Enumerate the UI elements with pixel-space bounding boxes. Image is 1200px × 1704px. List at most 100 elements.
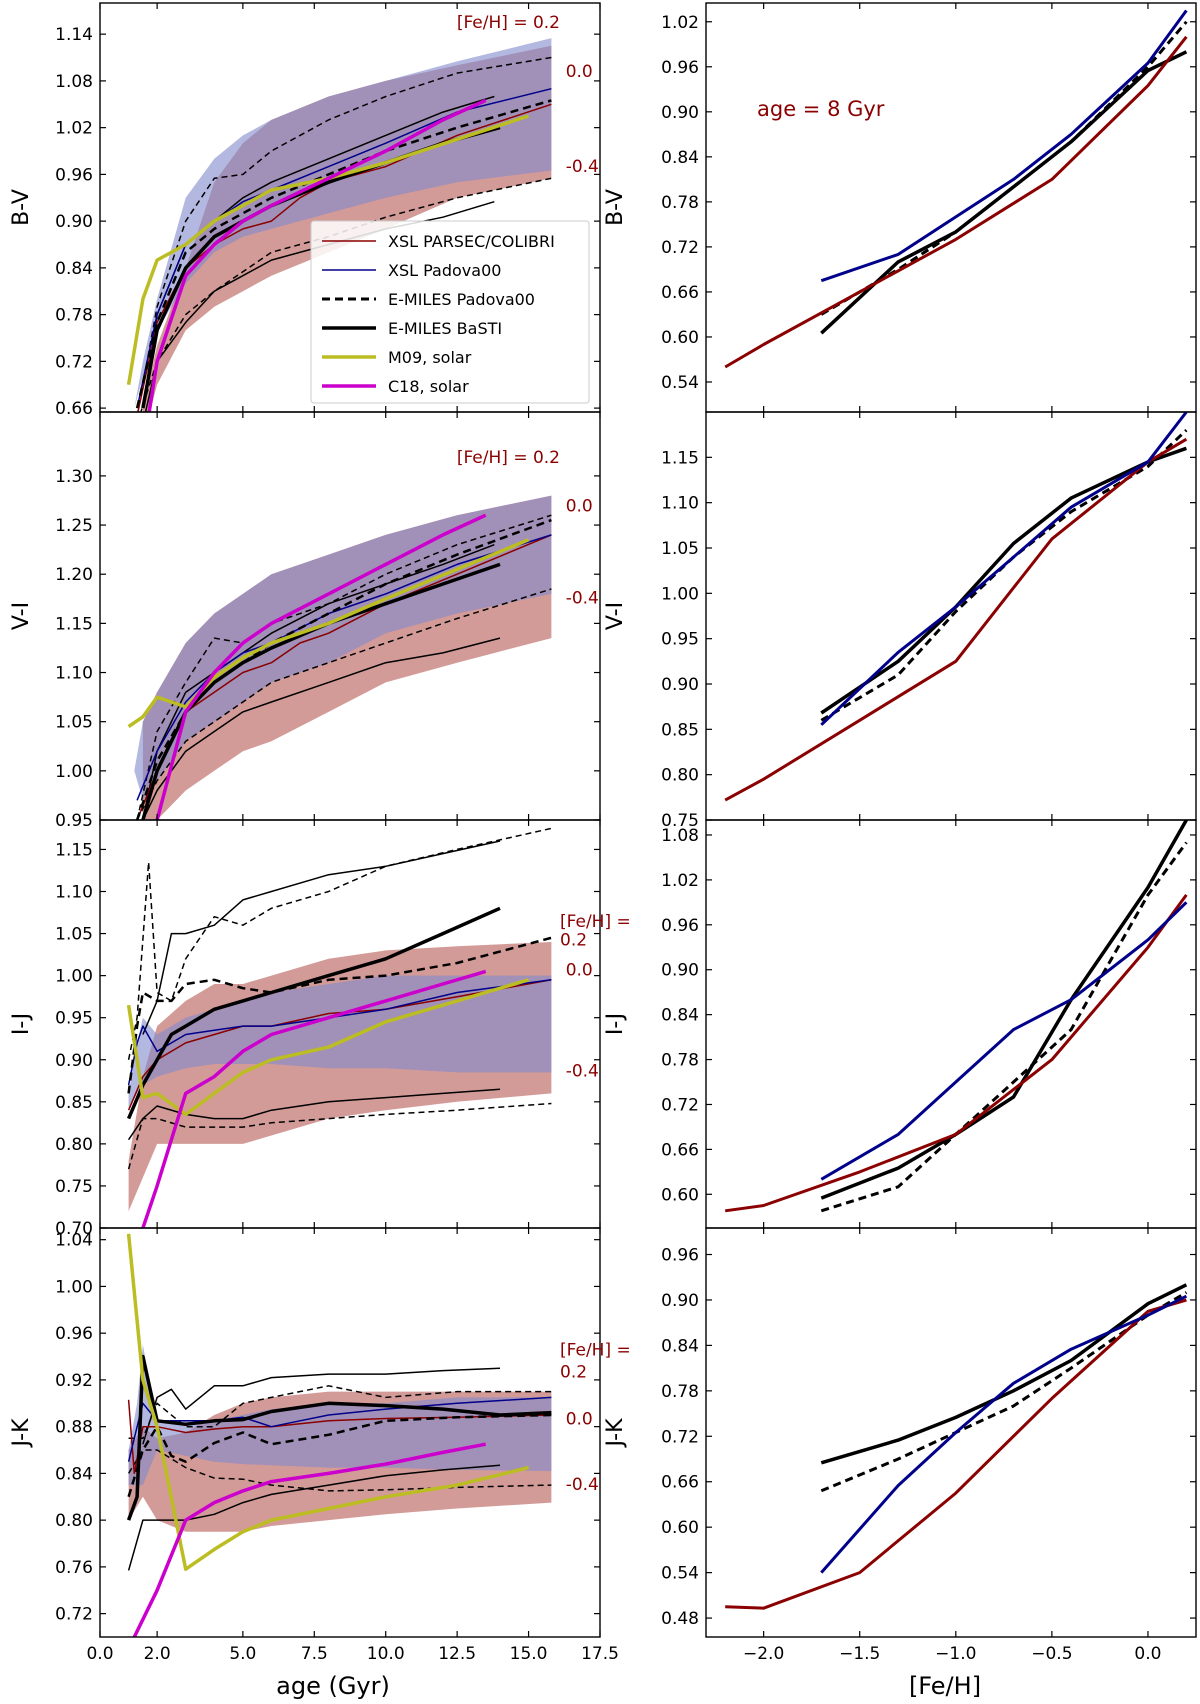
band-band_padova — [128, 1344, 552, 1486]
feh-label: -0.4 — [566, 589, 599, 609]
y-axis-label: I-J — [9, 1013, 34, 1035]
series-line-e-miles-basti-0-4 — [127, 1088, 501, 1141]
y-tick-label: 1.02 — [661, 13, 699, 33]
y-tick-label: 0.78 — [661, 193, 699, 213]
y-axis-label: V-I — [603, 602, 628, 630]
feh-label: [Fe/H] = — [560, 1340, 631, 1360]
series-line-e-miles-padova00-0-0 — [127, 936, 552, 1094]
y-tick-label: 0.96 — [55, 165, 93, 185]
feh-label: 0.0 — [566, 1409, 593, 1429]
y-tick-label: 1.08 — [55, 72, 93, 92]
y-tick-label: 1.02 — [55, 119, 93, 139]
x-tick-label: 5.0 — [229, 1644, 256, 1664]
y-tick-label: 1.02 — [661, 871, 699, 891]
y-tick-label: 1.04 — [55, 1231, 93, 1251]
y-tick-label: 0.72 — [55, 1605, 93, 1625]
feh-label: [Fe/H] = 0.2 — [457, 448, 560, 468]
y-tick-label: 0.96 — [55, 1324, 93, 1344]
panel-content — [724, 412, 1188, 802]
series-line-xsl-parsec-colibri — [725, 1298, 1187, 1610]
band-band_padova — [134, 38, 552, 409]
series-line-e-miles-basti-0-2 — [142, 1367, 501, 1445]
y-tick-label: 0.78 — [661, 1051, 699, 1071]
series-line-xsl-parsec-colibri — [724, 894, 1188, 1213]
y-tick-label: 0.95 — [55, 1009, 93, 1029]
right-panel-J-K: 0.48 0.54 0.60 0.66 0.72 0.78 0.84 0.90 0.96 −2.0… — [603, 1227, 1197, 1664]
series-line-c18-solar — [132, 1442, 487, 1637]
x-tick-label: −0.5 — [1031, 1644, 1072, 1664]
series-line-xsl-padova00 — [820, 901, 1188, 1181]
series-line-e-miles-padova00-0-2 — [127, 827, 552, 1060]
series-line-xsl-parsec-colibri — [724, 35, 1188, 369]
y-tick-label: 0.84 — [661, 148, 699, 168]
y-tick-label: 0.90 — [661, 675, 699, 695]
y-tick-label: 1.15 — [55, 840, 93, 860]
y-tick-label: 0.66 — [661, 283, 699, 303]
y-tick-label: 1.00 — [661, 584, 699, 604]
legend-label: E-MILES Padova00 — [388, 290, 535, 309]
y-tick-label: 0.72 — [55, 352, 93, 372]
y-tick-label: 0.85 — [661, 720, 699, 740]
panel-content — [126, 1233, 552, 1637]
x-tick-label: 12.5 — [438, 1644, 476, 1664]
legend-label: E-MILES BaSTI — [388, 319, 502, 338]
y-tick-label: 0.80 — [55, 1511, 93, 1531]
y-tick-label: 0.88 — [55, 1418, 93, 1438]
y-tick-label: 1.10 — [55, 664, 93, 684]
y-tick-label: 0.66 — [55, 399, 93, 419]
series-line-xsl-parsec-colibri — [127, 1399, 552, 1475]
y-tick-label: 0.96 — [661, 916, 699, 936]
y-tick-label: 1.10 — [661, 494, 699, 514]
y-axis-label: B-V — [9, 189, 34, 226]
plot-area: 0.66 0.72 0.78 0.84 0.90 0.96 1.02 1.08 1.14 B-V [… — [9, 2, 1197, 1664]
feh-label: 0.0 — [566, 62, 593, 82]
y-tick-label: 1.00 — [55, 1277, 93, 1297]
y-tick-label: 0.70 — [55, 1219, 93, 1239]
y-tick-label: 0.96 — [661, 1246, 699, 1266]
y-tick-label: 1.14 — [55, 25, 93, 45]
y-tick-label: 0.78 — [661, 1382, 699, 1402]
y-tick-label: 1.08 — [661, 826, 699, 846]
y-tick-label: 0.72 — [661, 238, 699, 258]
y-tick-label: 0.90 — [661, 961, 699, 981]
legend-label: C18, solar — [388, 377, 469, 396]
series-line-m09-solar — [126, 114, 530, 385]
y-tick-label: 0.84 — [55, 259, 93, 279]
x-tick-label: −1.0 — [935, 1644, 976, 1664]
age-annotation: age = 8 Gyr — [757, 97, 885, 121]
y-tick-label: 1.15 — [55, 614, 93, 634]
y-tick-label: 0.60 — [661, 1518, 699, 1538]
series-line-e-miles-basti-0-2 — [142, 840, 501, 1035]
series-line-xsl-padova00 — [820, 412, 1188, 726]
y-tick-label: 0.95 — [661, 630, 699, 650]
y-tick-label: 0.90 — [661, 1291, 699, 1311]
feh-label: 0.2 — [560, 1363, 587, 1383]
y-tick-label: 0.48 — [661, 1609, 699, 1629]
y-tick-label: 0.92 — [55, 1371, 93, 1391]
series-line-m09-solar — [126, 1233, 530, 1571]
y-tick-label: 1.25 — [55, 516, 93, 536]
legend-frame — [310, 220, 590, 404]
panel-content — [724, 820, 1188, 1213]
right-panel-B-V: 0.54 0.60 0.66 0.72 0.78 0.84 0.90 0.96 1.02 B-V — [603, 2, 1197, 413]
y-tick-label: 0.95 — [55, 811, 93, 831]
legend-label: M09, solar — [388, 348, 472, 367]
axes-frame — [705, 1227, 1197, 1638]
series-line-e-miles-padova00-0-0 — [135, 99, 552, 409]
x-tick-label: −2.0 — [743, 1644, 784, 1664]
series-line-e-miles-padova00-0-4 — [127, 1449, 552, 1492]
y-tick-label: 1.10 — [55, 883, 93, 903]
series-line-e-miles-padova00-0-4 — [136, 588, 552, 820]
series-line-e-miles-basti — [820, 1283, 1188, 1465]
y-tick-label: 1.05 — [55, 925, 93, 945]
x-tick-label: 15.0 — [510, 1644, 548, 1664]
y-tick-label: 0.54 — [661, 1564, 699, 1584]
series-line-e-miles-basti-0-0 — [126, 1354, 552, 1521]
y-tick-label: 0.72 — [661, 1095, 699, 1115]
feh-label: 0.0 — [566, 961, 593, 981]
series-line-e-miles-basti-0-4 — [127, 1464, 501, 1571]
y-tick-label: 0.54 — [661, 373, 699, 393]
feh-label: [Fe/H] = — [560, 912, 631, 932]
feh-label: 0.0 — [566, 496, 593, 516]
y-tick-label: 1.30 — [55, 467, 93, 487]
